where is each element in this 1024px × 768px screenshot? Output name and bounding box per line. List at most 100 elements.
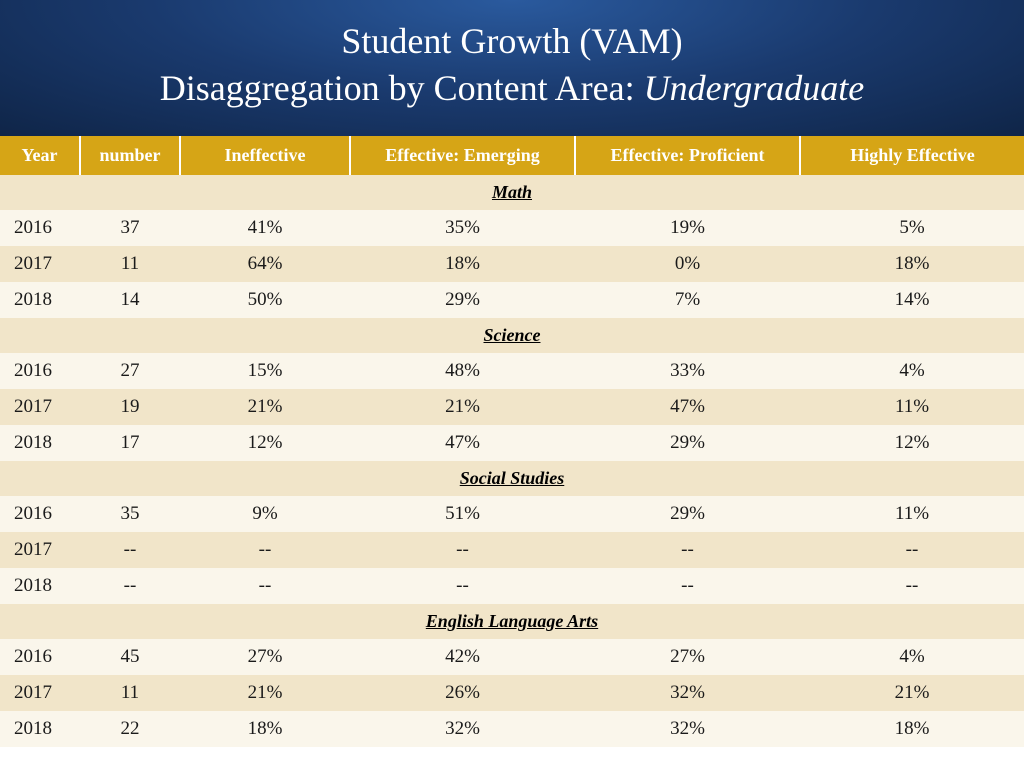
- cell-highly: 18%: [800, 246, 1024, 282]
- cell-proficient: 27%: [575, 639, 800, 675]
- cell-emerging: 21%: [350, 389, 575, 425]
- cell-year: 2017: [0, 532, 80, 568]
- cell-proficient: --: [575, 568, 800, 604]
- cell-highly: 12%: [800, 425, 1024, 461]
- cell-proficient: 47%: [575, 389, 800, 425]
- cell-year: 2018: [0, 568, 80, 604]
- cell-ineffective: 50%: [180, 282, 350, 318]
- table-row: 20171921%21%47%11%: [0, 389, 1024, 425]
- table-row: 20171164%18%0%18%: [0, 246, 1024, 282]
- col-number: number: [80, 136, 180, 175]
- cell-emerging: 18%: [350, 246, 575, 282]
- cell-year: 2016: [0, 496, 80, 532]
- section-name: Math: [0, 175, 1024, 210]
- cell-number: --: [80, 568, 180, 604]
- cell-ineffective: --: [180, 532, 350, 568]
- section-name: Social Studies: [0, 461, 1024, 496]
- cell-proficient: 33%: [575, 353, 800, 389]
- section-header: Science: [0, 318, 1024, 353]
- cell-emerging: 29%: [350, 282, 575, 318]
- section-header: Social Studies: [0, 461, 1024, 496]
- cell-number: 37: [80, 210, 180, 246]
- cell-year: 2017: [0, 246, 80, 282]
- cell-proficient: 29%: [575, 496, 800, 532]
- cell-emerging: --: [350, 568, 575, 604]
- vam-table: Year number Ineffective Effective: Emerg…: [0, 136, 1024, 747]
- section-header: Math: [0, 175, 1024, 210]
- cell-ineffective: 21%: [180, 389, 350, 425]
- col-ineffective: Ineffective: [180, 136, 350, 175]
- table-row: 2018----------: [0, 568, 1024, 604]
- table-row: 20181450%29%7%14%: [0, 282, 1024, 318]
- cell-number: 11: [80, 675, 180, 711]
- cell-emerging: 35%: [350, 210, 575, 246]
- title-line-2-italic: Undergraduate: [644, 68, 865, 108]
- cell-ineffective: --: [180, 568, 350, 604]
- cell-proficient: 32%: [575, 711, 800, 747]
- cell-emerging: 32%: [350, 711, 575, 747]
- cell-ineffective: 64%: [180, 246, 350, 282]
- table-row: 20164527%42%27%4%: [0, 639, 1024, 675]
- title-line-1: Student Growth (VAM): [20, 18, 1004, 65]
- section-name: English Language Arts: [0, 604, 1024, 639]
- cell-ineffective: 12%: [180, 425, 350, 461]
- cell-number: 17: [80, 425, 180, 461]
- cell-highly: 4%: [800, 639, 1024, 675]
- cell-emerging: 26%: [350, 675, 575, 711]
- slide-title: Student Growth (VAM) Disaggregation by C…: [0, 0, 1024, 136]
- cell-year: 2017: [0, 675, 80, 711]
- cell-highly: 14%: [800, 282, 1024, 318]
- cell-number: 27: [80, 353, 180, 389]
- cell-number: 35: [80, 496, 180, 532]
- cell-emerging: 47%: [350, 425, 575, 461]
- title-line-2: Disaggregation by Content Area: Undergra…: [20, 65, 1004, 112]
- table-header-row: Year number Ineffective Effective: Emerg…: [0, 136, 1024, 175]
- cell-number: --: [80, 532, 180, 568]
- cell-proficient: 0%: [575, 246, 800, 282]
- cell-ineffective: 15%: [180, 353, 350, 389]
- col-proficient: Effective: Proficient: [575, 136, 800, 175]
- cell-highly: 4%: [800, 353, 1024, 389]
- table-row: 20182218%32%32%18%: [0, 711, 1024, 747]
- cell-year: 2018: [0, 711, 80, 747]
- cell-number: 22: [80, 711, 180, 747]
- cell-proficient: 29%: [575, 425, 800, 461]
- col-highly: Highly Effective: [800, 136, 1024, 175]
- cell-proficient: --: [575, 532, 800, 568]
- section-header: English Language Arts: [0, 604, 1024, 639]
- cell-emerging: 51%: [350, 496, 575, 532]
- cell-highly: 11%: [800, 389, 1024, 425]
- cell-emerging: --: [350, 532, 575, 568]
- cell-highly: 18%: [800, 711, 1024, 747]
- table-row: 2017----------: [0, 532, 1024, 568]
- cell-year: 2017: [0, 389, 80, 425]
- table-row: 20162715%48%33%4%: [0, 353, 1024, 389]
- table-row: 2016359%51%29%11%: [0, 496, 1024, 532]
- section-name: Science: [0, 318, 1024, 353]
- cell-proficient: 19%: [575, 210, 800, 246]
- cell-proficient: 32%: [575, 675, 800, 711]
- cell-highly: 11%: [800, 496, 1024, 532]
- cell-year: 2018: [0, 425, 80, 461]
- cell-year: 2016: [0, 353, 80, 389]
- cell-number: 11: [80, 246, 180, 282]
- cell-number: 14: [80, 282, 180, 318]
- table-row: 20163741%35%19%5%: [0, 210, 1024, 246]
- cell-number: 19: [80, 389, 180, 425]
- col-emerging: Effective: Emerging: [350, 136, 575, 175]
- cell-highly: 5%: [800, 210, 1024, 246]
- cell-ineffective: 21%: [180, 675, 350, 711]
- cell-number: 45: [80, 639, 180, 675]
- cell-year: 2016: [0, 210, 80, 246]
- cell-highly: --: [800, 568, 1024, 604]
- cell-highly: 21%: [800, 675, 1024, 711]
- cell-highly: --: [800, 532, 1024, 568]
- cell-emerging: 48%: [350, 353, 575, 389]
- col-year: Year: [0, 136, 80, 175]
- cell-emerging: 42%: [350, 639, 575, 675]
- cell-proficient: 7%: [575, 282, 800, 318]
- cell-ineffective: 9%: [180, 496, 350, 532]
- cell-ineffective: 27%: [180, 639, 350, 675]
- cell-year: 2016: [0, 639, 80, 675]
- title-line-2-prefix: Disaggregation by Content Area:: [160, 68, 644, 108]
